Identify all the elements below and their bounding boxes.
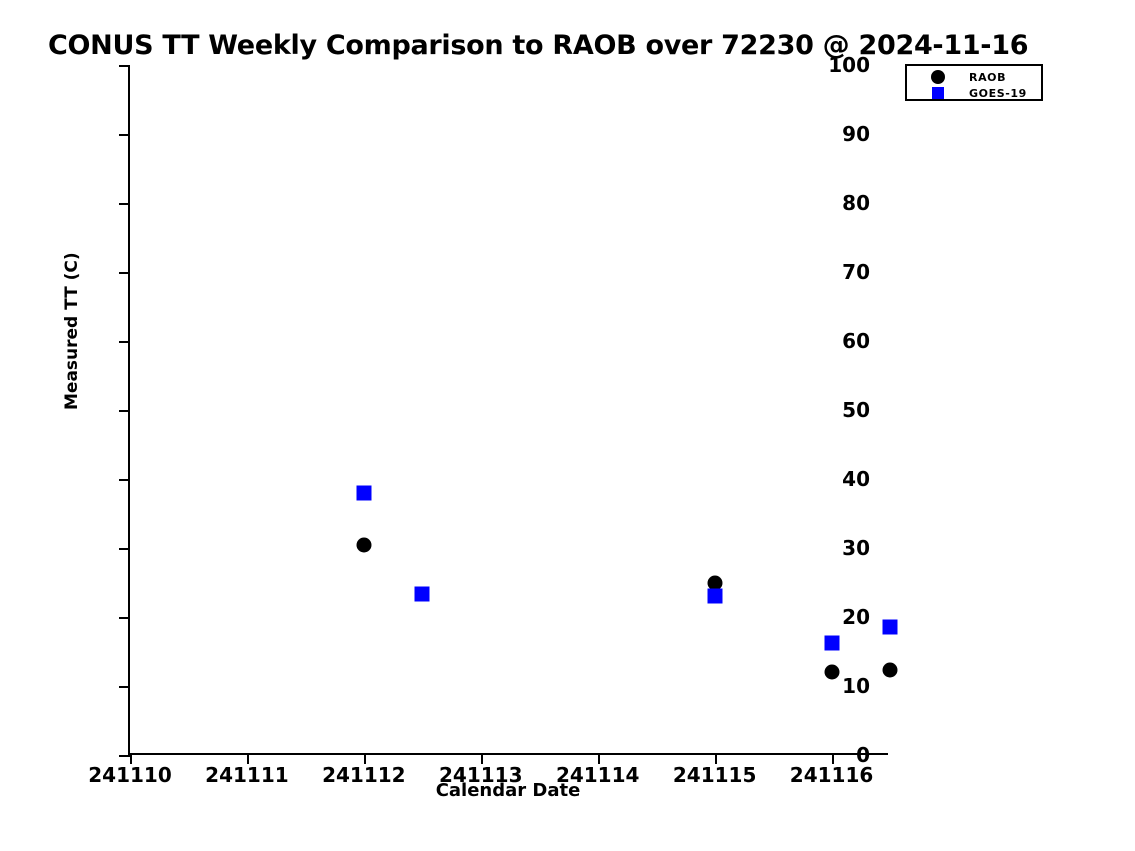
x-tick-label-241114: 241114 — [555, 763, 640, 787]
y-tick-label-20: 20 — [842, 605, 870, 629]
x-tick-label-241112: 241112 — [322, 763, 406, 787]
y-axis-title: Measured TT (C) — [62, 252, 82, 410]
y-tick-label-70: 70 — [842, 260, 870, 284]
data-point-raob — [707, 575, 723, 591]
y-tick-0 — [119, 755, 130, 757]
x-tick-241114 — [597, 753, 600, 764]
y-tick-label-30: 30 — [842, 536, 870, 560]
y-tick-label-40: 40 — [842, 467, 870, 491]
y-tick-label-10: 10 — [842, 674, 870, 698]
x-tick-241110 — [130, 753, 132, 764]
x-tick-241112 — [363, 753, 366, 764]
data-point-goes-19 — [707, 588, 723, 604]
chart-legend: RAOB GOES-19 — [905, 64, 1043, 101]
y-tick-60 — [119, 341, 130, 343]
chart-title: CONUS TT Weekly Comparison to RAOB over … — [48, 30, 1029, 61]
y-tick-10 — [119, 686, 130, 688]
legend-marker-wrap — [907, 70, 969, 84]
data-point-goes-19 — [824, 635, 840, 651]
legend-label: GOES-19 — [969, 86, 1027, 100]
y-tick-90 — [119, 134, 130, 136]
legend-item-raob: RAOB — [907, 69, 1041, 85]
data-point-goes-19 — [882, 619, 898, 635]
y-tick-100 — [119, 65, 130, 67]
x-tick-label-241110: 241110 — [88, 763, 172, 787]
x-axis-title: Calendar Date — [435, 780, 581, 801]
y-tick-80 — [119, 203, 130, 205]
y-tick-label-100: 100 — [828, 53, 870, 77]
y-tick-label-90: 90 — [842, 122, 870, 146]
legend-square-icon — [932, 87, 944, 99]
y-tick-30 — [119, 548, 130, 550]
y-tick-50 — [119, 410, 130, 412]
x-tick-label-241116: 241116 — [789, 763, 874, 787]
data-point-raob — [356, 537, 372, 553]
y-tick-label-80: 80 — [842, 191, 870, 215]
data-point-goes-19 — [414, 586, 430, 602]
x-tick-241116 — [831, 753, 834, 764]
legend-marker-wrap — [907, 87, 969, 99]
y-tick-label-60: 60 — [842, 329, 870, 353]
y-tick-20 — [119, 617, 130, 619]
x-tick-label-241113: 241113 — [439, 763, 523, 787]
x-tick-241111 — [246, 753, 249, 764]
y-tick-70 — [119, 272, 130, 274]
y-tick-label-0: 0 — [856, 743, 870, 767]
x-tick-241113 — [480, 753, 483, 764]
x-tick-label-241115: 241115 — [672, 763, 757, 787]
data-point-raob — [882, 662, 898, 678]
y-tick-label-50: 50 — [842, 398, 870, 422]
data-point-raob — [824, 664, 840, 679]
data-point-goes-19 — [356, 485, 372, 501]
legend-label: RAOB — [969, 70, 1007, 84]
legend-circle-icon — [931, 70, 945, 84]
y-tick-40 — [119, 479, 130, 481]
x-tick-241115 — [714, 753, 717, 764]
x-tick-label-241111: 241111 — [205, 763, 289, 787]
legend-item-goes-19: GOES-19 — [907, 85, 1041, 101]
plot-area: 0 10 20 30 40 50 60 70 80 90 100 241110 241111 24111… — [88, 53, 898, 787]
